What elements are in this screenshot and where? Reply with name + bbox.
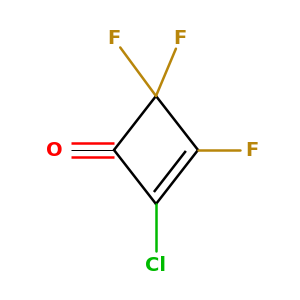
Text: Cl: Cl (146, 256, 167, 275)
Text: F: F (245, 140, 259, 160)
Text: F: F (107, 29, 121, 49)
Text: F: F (173, 29, 187, 49)
Text: O: O (46, 140, 62, 160)
